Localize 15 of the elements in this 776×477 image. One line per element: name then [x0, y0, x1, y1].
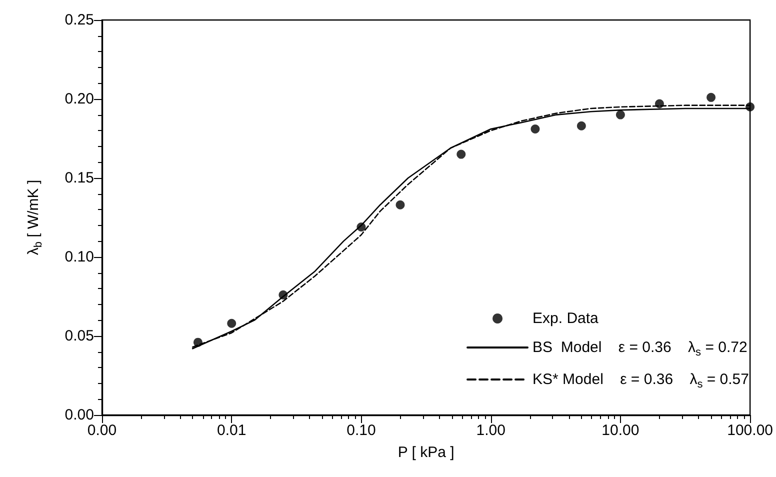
x-tick-label: 1.00: [476, 422, 506, 439]
y-tick-label: 0.25: [64, 12, 94, 28]
x-tick-label: 100.00: [727, 422, 774, 439]
x-axis-title: P [ kPa ]: [398, 444, 454, 461]
x-tick-label: 0.00: [87, 422, 117, 439]
legend-label: Exp. Data: [532, 310, 600, 327]
y-tick-label: 0.15: [64, 170, 94, 186]
x-tick-label: 10.00: [602, 422, 640, 439]
y-tick-label: 0.05: [64, 328, 94, 344]
y-tick-label: 0.20: [64, 90, 94, 108]
y-tick-label: 0.00: [64, 406, 94, 424]
x-tick-label: 0.01: [217, 422, 246, 439]
y-axis-title: λb [ W/mK ]: [25, 180, 44, 256]
y-tick-label: 0.10: [64, 248, 94, 266]
x-tick-label: 0.10: [346, 422, 376, 439]
